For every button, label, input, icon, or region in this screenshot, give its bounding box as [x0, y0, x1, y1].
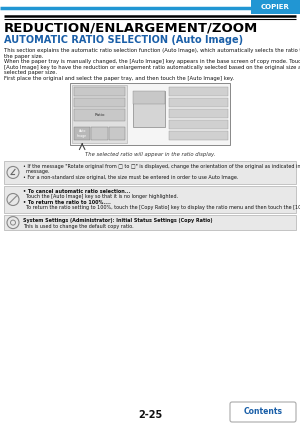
Text: Auto
Image: Auto Image [77, 129, 87, 138]
FancyBboxPatch shape [109, 127, 125, 140]
Text: AUTOMATIC RATIO SELECTION (Auto Image): AUTOMATIC RATIO SELECTION (Auto Image) [4, 35, 243, 45]
FancyBboxPatch shape [91, 127, 108, 140]
FancyBboxPatch shape [72, 85, 127, 143]
Text: the paper size.: the paper size. [4, 54, 43, 59]
Text: REDUCTION/ENLARGEMENT/ZOOM: REDUCTION/ENLARGEMENT/ZOOM [4, 22, 258, 34]
FancyBboxPatch shape [169, 98, 228, 107]
Text: • To return the ratio to 100%....: • To return the ratio to 100%.... [23, 199, 111, 204]
FancyBboxPatch shape [4, 161, 296, 184]
Text: [Auto Image] key to have the reduction or enlargement ratio automatically select: [Auto Image] key to have the reduction o… [4, 65, 300, 70]
Text: selected paper size.: selected paper size. [4, 70, 57, 75]
FancyBboxPatch shape [133, 91, 165, 104]
FancyBboxPatch shape [4, 215, 296, 230]
Text: To return the ratio setting to 100%, touch the [Copy Ratio] key to display the r: To return the ratio setting to 100%, tou… [23, 205, 300, 210]
FancyBboxPatch shape [74, 127, 90, 140]
FancyBboxPatch shape [169, 131, 228, 140]
Text: • For a non-standard size original, the size must be entered in order to use Aut: • For a non-standard size original, the … [23, 175, 239, 180]
Text: • To cancel automatic ratio selection...: • To cancel automatic ratio selection... [23, 189, 130, 194]
FancyBboxPatch shape [169, 87, 228, 96]
FancyBboxPatch shape [169, 109, 228, 118]
Text: First place the original and select the paper tray, and then touch the [Auto Ima: First place the original and select the … [4, 76, 234, 80]
Text: 2-25: 2-25 [138, 410, 162, 420]
Text: The selected ratio will appear in the ratio display.: The selected ratio will appear in the ra… [85, 152, 215, 157]
Text: This is used to change the default copy ratio.: This is used to change the default copy … [23, 224, 134, 229]
Text: Ratio: Ratio [94, 113, 105, 117]
FancyBboxPatch shape [74, 98, 125, 107]
FancyBboxPatch shape [169, 120, 228, 129]
Text: • If the message "Rotate original from □ to □" is displayed, change the orientat: • If the message "Rotate original from □… [23, 164, 300, 169]
Text: When the paper tray is manually changed, the [Auto Image] key appears in the bas: When the paper tray is manually changed,… [4, 59, 300, 64]
FancyBboxPatch shape [230, 402, 296, 422]
Text: This section explains the automatic ratio selection function (Auto Image), which: This section explains the automatic rati… [4, 48, 300, 53]
Text: Contents: Contents [244, 408, 283, 416]
Text: COPIER: COPIER [261, 4, 290, 10]
Text: message.: message. [23, 169, 50, 174]
FancyBboxPatch shape [74, 87, 125, 96]
FancyBboxPatch shape [74, 109, 125, 121]
FancyBboxPatch shape [4, 186, 296, 213]
FancyBboxPatch shape [133, 91, 165, 127]
FancyBboxPatch shape [251, 0, 300, 14]
Text: System Settings (Administrator): Initial Status Settings (Copy Ratio): System Settings (Administrator): Initial… [23, 218, 212, 223]
FancyBboxPatch shape [70, 83, 230, 145]
Text: Touch the [Auto Image] key so that it is no longer highlighted.: Touch the [Auto Image] key so that it is… [23, 194, 178, 199]
